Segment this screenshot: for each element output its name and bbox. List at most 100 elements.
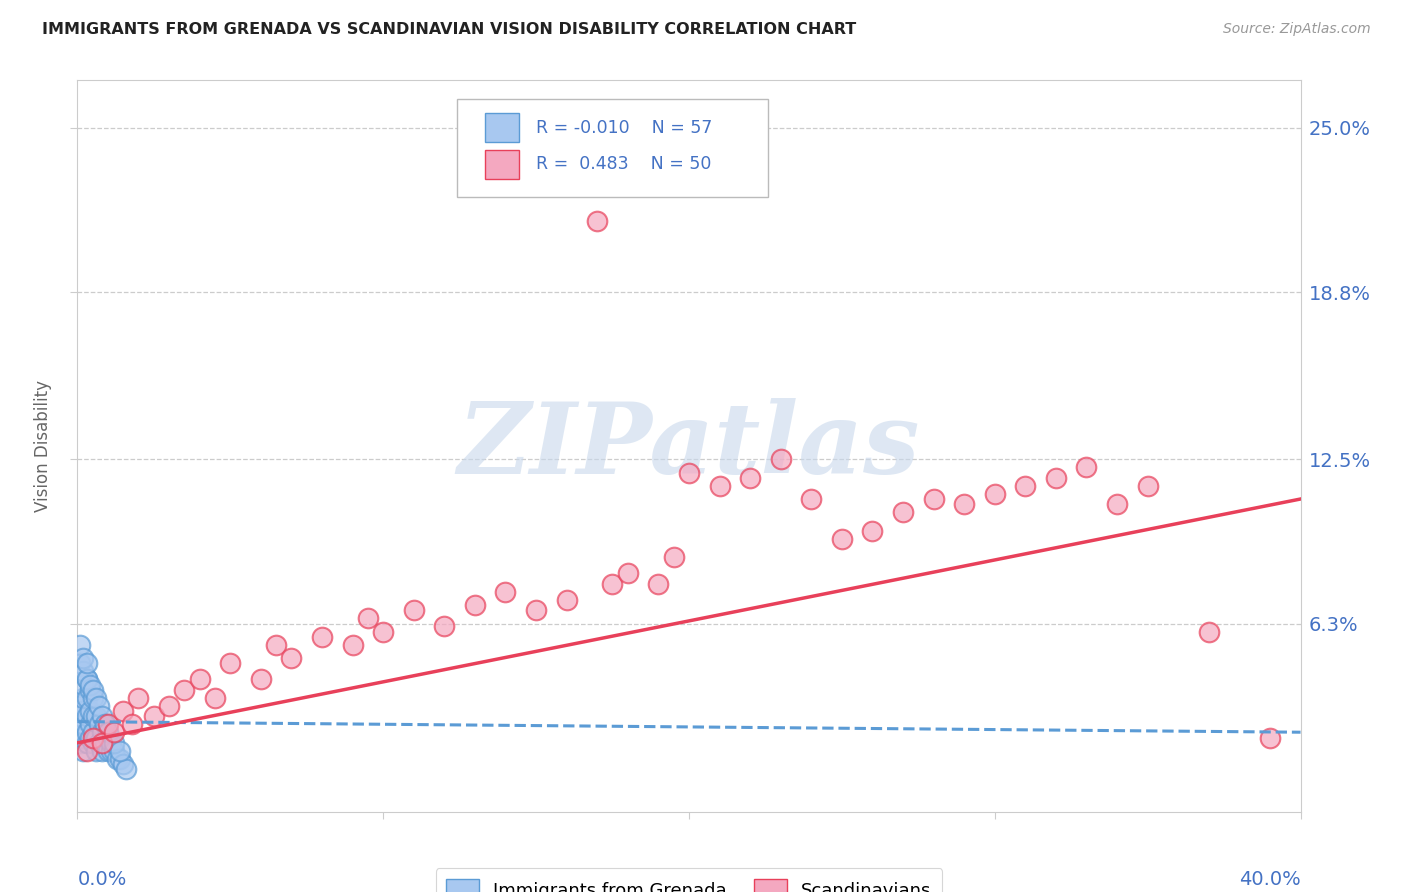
Point <box>72 651 94 665</box>
Legend: Immigrants from Grenada, Scandinavians: Immigrants from Grenada, Scandinavians <box>436 868 942 892</box>
Text: R =  0.483    N = 50: R = 0.483 N = 50 <box>536 155 711 173</box>
Text: IMMIGRANTS FROM GRENADA VS SCANDINAVIAN VISION DISABILITY CORRELATION CHART: IMMIGRANTS FROM GRENADA VS SCANDINAVIAN … <box>42 22 856 37</box>
Point <box>84 731 107 745</box>
Point <box>79 682 101 697</box>
Point <box>862 524 884 538</box>
Point <box>82 690 104 705</box>
Point <box>112 704 135 718</box>
Point <box>69 736 91 750</box>
Point <box>72 717 94 731</box>
Point <box>524 603 547 617</box>
Text: Source: ZipAtlas.com: Source: ZipAtlas.com <box>1223 22 1371 37</box>
Point <box>84 744 107 758</box>
Point <box>72 744 94 758</box>
FancyBboxPatch shape <box>457 99 769 197</box>
Point <box>662 550 685 565</box>
Point <box>800 491 823 506</box>
Point <box>69 709 91 723</box>
Point <box>105 752 128 766</box>
Point <box>72 704 94 718</box>
Point <box>76 709 98 723</box>
Point <box>79 677 101 691</box>
Point <box>82 725 104 739</box>
Point <box>69 657 91 671</box>
Text: ZIPatlas: ZIPatlas <box>458 398 920 494</box>
Point <box>1136 479 1159 493</box>
Point <box>108 752 131 766</box>
Point <box>84 709 107 723</box>
Y-axis label: Vision Disability: Vision Disability <box>34 380 52 512</box>
Point <box>112 757 135 772</box>
Point <box>76 672 98 686</box>
Point <box>76 744 98 758</box>
Point <box>72 731 94 745</box>
Point <box>602 576 624 591</box>
Point <box>69 717 91 731</box>
Point <box>433 619 456 633</box>
Point <box>94 717 117 731</box>
Point <box>121 717 143 731</box>
Point <box>103 725 125 739</box>
Point <box>280 651 302 665</box>
Point <box>357 611 380 625</box>
Point <box>891 505 914 519</box>
Point <box>84 690 107 705</box>
Point <box>97 717 120 731</box>
Text: 0.0%: 0.0% <box>77 870 127 889</box>
Text: R = -0.010    N = 57: R = -0.010 N = 57 <box>536 119 713 136</box>
Point <box>94 717 117 731</box>
Point <box>97 744 120 758</box>
Point <box>250 672 273 686</box>
Point <box>82 682 104 697</box>
Text: 40.0%: 40.0% <box>1239 870 1301 889</box>
Point <box>555 592 578 607</box>
Point <box>72 690 94 705</box>
Point <box>90 736 112 750</box>
Point <box>100 736 122 750</box>
Point <box>922 491 945 506</box>
Point <box>1045 471 1067 485</box>
Point <box>115 762 138 776</box>
Point <box>188 672 211 686</box>
Point <box>69 725 91 739</box>
Point <box>103 736 125 750</box>
Point <box>617 566 640 581</box>
Point <box>1014 479 1036 493</box>
Point <box>342 638 364 652</box>
Point <box>72 677 94 691</box>
Point <box>76 736 98 750</box>
Point <box>219 657 242 671</box>
Point <box>173 682 195 697</box>
Point <box>586 213 609 227</box>
Point <box>157 698 180 713</box>
Point <box>371 624 394 639</box>
Point <box>204 690 226 705</box>
Point <box>953 497 976 511</box>
Point <box>678 466 700 480</box>
Point <box>1258 731 1281 745</box>
Point <box>82 731 104 745</box>
Point <box>79 731 101 745</box>
Point <box>464 598 486 612</box>
Point <box>311 630 333 644</box>
Point <box>1076 460 1098 475</box>
FancyBboxPatch shape <box>485 113 519 143</box>
Point <box>495 584 517 599</box>
Point <box>100 744 122 758</box>
Point <box>94 736 117 750</box>
Point <box>831 532 853 546</box>
FancyBboxPatch shape <box>485 150 519 179</box>
Point <box>76 672 98 686</box>
Point <box>76 657 98 671</box>
Point <box>87 717 110 731</box>
Point <box>97 731 120 745</box>
Point <box>769 452 792 467</box>
Point <box>90 709 112 723</box>
Point <box>984 486 1007 500</box>
Point <box>647 576 669 591</box>
Point <box>740 471 762 485</box>
Point <box>103 744 125 758</box>
Point <box>128 690 150 705</box>
Point <box>69 638 91 652</box>
Point <box>90 744 112 758</box>
